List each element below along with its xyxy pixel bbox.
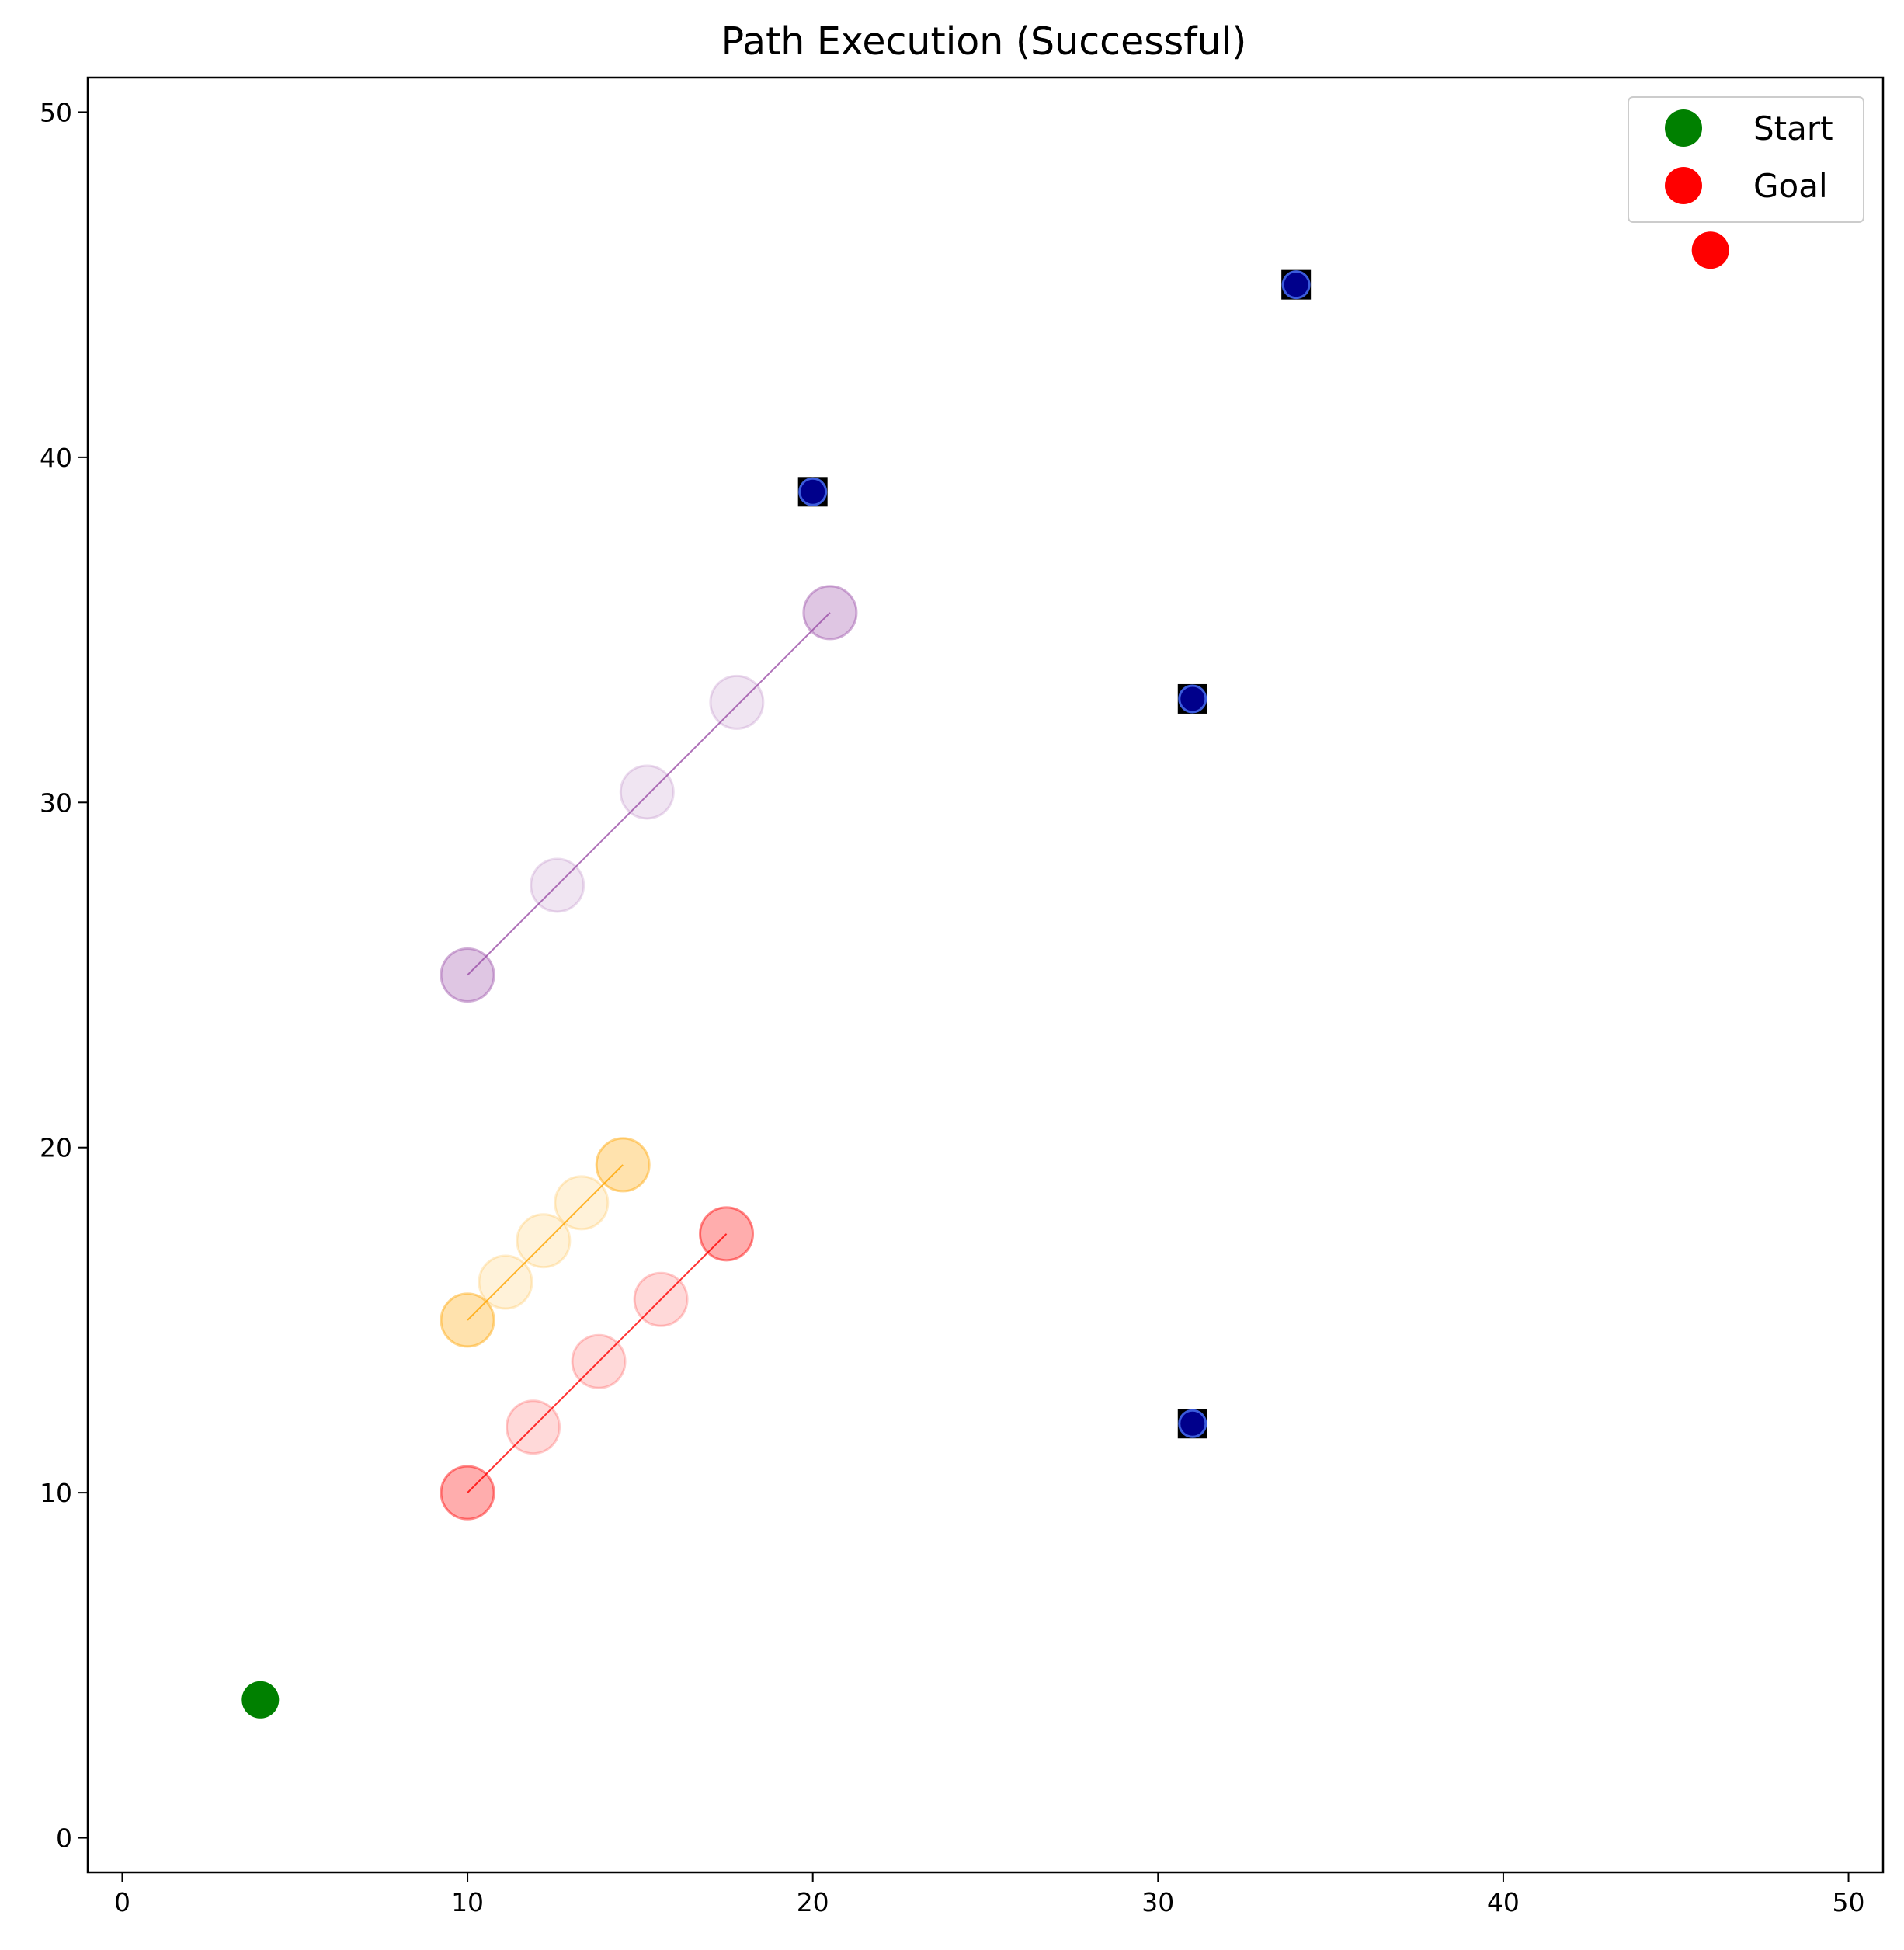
obstacle-point [1178,1409,1207,1438]
moving-obstacle-marker [619,764,675,820]
axes: 0 10 20 30 40 50 0 10 20 30 40 50 [40,97,1865,1917]
obstacle-point [798,477,828,506]
x-tick-label: 50 [1833,1887,1865,1917]
y-tick-label: 50 [40,97,72,127]
legend-marker [1665,167,1702,204]
moving-obstacle-marker [633,1271,689,1327]
obstacle-point [1281,270,1311,300]
x-tick-label: 20 [797,1887,829,1917]
legend: Start Goal [1628,96,1864,223]
plot-frame [86,76,1885,1874]
goal-point [1691,231,1729,269]
trajectory-line [467,1233,728,1493]
moving-obstacle-marker [554,1175,610,1231]
x-tick-label: 10 [451,1887,484,1917]
obstacle-point [1178,684,1207,714]
moving-obstacle-marker [440,947,495,1003]
moving-obstacle-marker [699,1206,755,1262]
moving-obstacle-marker [478,1254,533,1310]
moving-obstacle-marker [802,585,858,641]
moving-obstacle-marker [571,1333,627,1389]
x-tick-label: 40 [1487,1887,1520,1917]
start-point [241,1681,280,1719]
moving-obstacle-marker [516,1213,572,1269]
moving-obstacle-marker [530,857,585,913]
plot-marks [241,231,1729,1719]
legend-label: Goal [1753,167,1828,205]
moving-obstacle-marker [506,1399,561,1455]
moving-obstacle-marker [440,1465,495,1521]
chart-title: Path Execution (Successful) [721,19,1247,64]
legend-label: Start [1753,109,1833,148]
legend-marker [1665,109,1702,147]
y-tick-label: 40 [40,443,72,473]
x-tick-label: 30 [1141,1887,1174,1917]
trajectory-line [467,612,831,976]
moving-obstacle-marker [709,674,765,730]
moving-obstacle-marker [595,1137,651,1193]
y-tick-label: 0 [56,1823,72,1854]
y-tick-label: 20 [40,1133,72,1163]
y-tick-label: 30 [40,787,72,818]
y-tick-label: 10 [40,1478,72,1508]
trajectory-line [467,1164,624,1321]
x-tick-label: 0 [114,1887,130,1917]
moving-obstacle-marker [440,1292,495,1348]
